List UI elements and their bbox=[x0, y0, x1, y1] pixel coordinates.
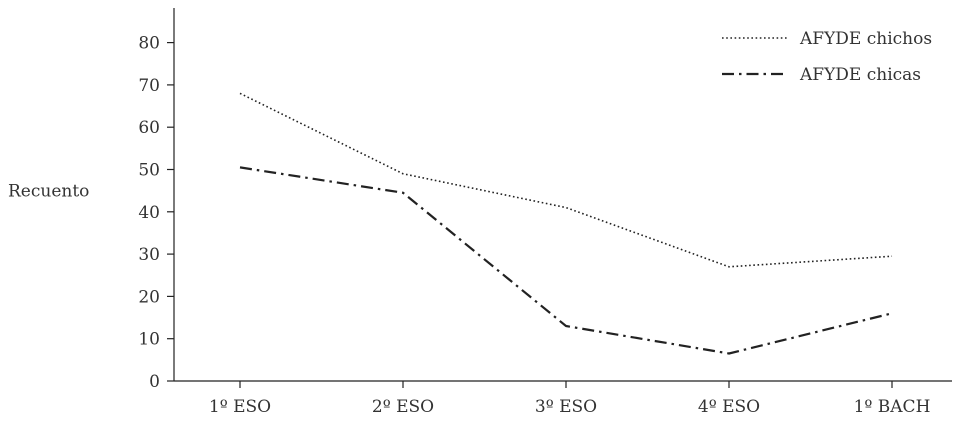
y-tick-label: 0 bbox=[149, 372, 160, 392]
x-tick-label: 3º ESO bbox=[535, 397, 597, 417]
y-tick-label: 20 bbox=[138, 287, 160, 307]
legend: AFYDE chichos AFYDE chicas bbox=[722, 29, 932, 85]
x-tick-label: 2º ESO bbox=[372, 397, 434, 417]
y-ticks: 0 10 20 30 40 50 60 70 80 bbox=[138, 34, 174, 392]
y-tick-label: 10 bbox=[138, 330, 160, 350]
series-line-1 bbox=[239, 92, 893, 268]
x-tick-label: 4º ESO bbox=[698, 397, 760, 417]
x-ticks: 1º ESO 2º ESO 3º ESO 4º ESO 1º BACH bbox=[209, 381, 931, 417]
y-tick-label: 30 bbox=[138, 245, 160, 265]
series-group bbox=[239, 92, 893, 355]
legend-label: AFYDE chicas bbox=[799, 65, 921, 85]
series-line-2 bbox=[239, 166, 893, 355]
y-tick-label: 40 bbox=[138, 203, 160, 223]
y-tick-label: 50 bbox=[138, 161, 160, 181]
x-tick-label: 1º BACH bbox=[854, 397, 931, 417]
y-tick-label: 70 bbox=[138, 76, 160, 96]
y-tick-label: 80 bbox=[138, 34, 160, 54]
axes bbox=[173, 8, 952, 382]
y-axis-title: Recuento bbox=[8, 182, 89, 202]
y-tick-label: 60 bbox=[138, 118, 160, 138]
x-tick-label: 1º ESO bbox=[209, 397, 271, 417]
legend-label: AFYDE chichos bbox=[799, 29, 932, 49]
